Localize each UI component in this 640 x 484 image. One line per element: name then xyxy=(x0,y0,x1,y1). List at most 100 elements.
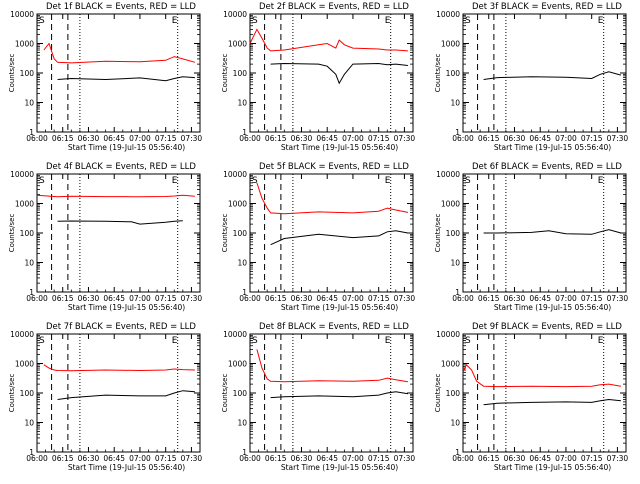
y-tick-label: 10 xyxy=(24,99,34,108)
end-marker: E xyxy=(172,16,178,26)
x-tick-label: 07:00 xyxy=(555,294,577,303)
y-tick-label: 10 xyxy=(237,419,247,428)
y-tick-label: 1000 xyxy=(228,200,247,209)
series-line-events xyxy=(57,390,195,400)
y-tick-label: 1 xyxy=(455,288,460,297)
start-marker: S xyxy=(465,176,471,186)
panel-title: Det 6f BLACK = Events, RED = LLD xyxy=(472,162,622,172)
series-line-events xyxy=(270,230,408,246)
y-tick-label: 10 xyxy=(237,259,247,268)
y-tick-label: 1000 xyxy=(441,200,460,209)
x-tick-label: 06:00 xyxy=(452,294,474,303)
x-axis-label: Start Time (19-Jul-15 05:56:40) xyxy=(68,463,185,472)
plot-frame xyxy=(462,13,627,133)
x-tick-label: 07:15 xyxy=(368,294,390,303)
start-marker: S xyxy=(39,16,45,26)
x-tick-label: 06:00 xyxy=(239,134,261,143)
y-tick-label: 10000 xyxy=(436,10,460,19)
y-tick-label: 10 xyxy=(24,259,34,268)
y-tick-label: 1000 xyxy=(15,360,34,369)
x-tick-label: 07:00 xyxy=(129,294,151,303)
y-tick-label: 1 xyxy=(242,128,247,137)
x-tick-label: 07:15 xyxy=(155,134,177,143)
x-tick-label: 07:00 xyxy=(342,294,364,303)
x-tick-label: 06:15 xyxy=(478,294,500,303)
series-line-lld xyxy=(462,363,621,388)
start-marker: S xyxy=(39,176,45,186)
x-tick-label: 06:00 xyxy=(26,134,48,143)
panel-title: Det 1f BLACK = Events, RED = LLD xyxy=(46,2,196,12)
x-tick-label: 07:00 xyxy=(129,454,151,463)
panel-title: Det 7f BLACK = Events, RED = LLD xyxy=(46,322,196,332)
plot-frame xyxy=(462,333,627,453)
end-marker: E xyxy=(598,176,604,186)
x-axis-label: Start Time (19-Jul-15 05:56:40) xyxy=(68,143,185,152)
x-tick-label: 07:00 xyxy=(555,134,577,143)
x-tick-label: 07:15 xyxy=(581,454,603,463)
end-marker: E xyxy=(385,336,391,346)
x-tick-label: 06:15 xyxy=(478,454,500,463)
x-tick-label: 07:15 xyxy=(581,294,603,303)
series-line-lld xyxy=(256,349,408,383)
panel-5: Det 5f BLACK = Events, RED = LLD 1 10 100 10… xyxy=(221,162,415,312)
panel-1: Det 1f BLACK = Events, RED = LLD 1 10 100 10… xyxy=(8,2,202,152)
panel-title: Det 9f BLACK = Events, RED = LLD xyxy=(472,322,622,332)
end-marker: E xyxy=(598,16,604,26)
y-tick-label: 10000 xyxy=(10,330,34,339)
start-marker: S xyxy=(252,336,258,346)
panel-9: Det 9f BLACK = Events, RED = LLD 1 10 100 10… xyxy=(434,322,628,472)
y-tick-label: 100 xyxy=(20,69,35,78)
x-tick-label: 06:00 xyxy=(239,454,261,463)
y-tick-label: 10000 xyxy=(223,330,247,339)
y-tick-label: 10 xyxy=(450,419,460,428)
x-tick-label: 06:45 xyxy=(316,454,338,463)
y-tick-label: 100 xyxy=(20,229,35,238)
start-marker: S xyxy=(252,176,258,186)
end-marker: E xyxy=(598,336,604,346)
panel-6: Det 6f BLACK = Events, RED = LLD 1 10 100 10… xyxy=(434,162,628,312)
y-tick-label: 1000 xyxy=(228,40,247,49)
x-tick-label: 06:30 xyxy=(291,454,313,463)
series-line-lld xyxy=(43,364,195,372)
x-tick-label: 06:30 xyxy=(291,134,313,143)
y-tick-label: 100 xyxy=(233,389,248,398)
y-axis-label: Counts/sec xyxy=(8,374,16,413)
x-tick-label: 07:30 xyxy=(394,134,416,143)
x-tick-label: 07:15 xyxy=(155,454,177,463)
x-axis-label: Start Time (19-Jul-15 05:56:40) xyxy=(494,303,611,312)
end-marker: E xyxy=(172,176,178,186)
y-tick-label: 100 xyxy=(446,69,461,78)
x-axis-label: Start Time (19-Jul-15 05:56:40) xyxy=(281,303,398,312)
x-tick-label: 06:15 xyxy=(265,454,287,463)
x-tick-label: 07:00 xyxy=(129,134,151,143)
x-tick-label: 07:30 xyxy=(181,454,203,463)
series-line-events xyxy=(483,71,622,80)
x-axis-label: Start Time (19-Jul-15 05:56:40) xyxy=(281,463,398,472)
x-tick-label: 07:00 xyxy=(555,454,577,463)
panel-title: Det 3f BLACK = Events, RED = LLD xyxy=(472,2,622,12)
y-tick-label: 100 xyxy=(233,69,248,78)
y-tick-label: 1 xyxy=(455,448,460,457)
series-line-events xyxy=(57,76,195,82)
x-tick-label: 06:45 xyxy=(103,454,125,463)
x-tick-label: 06:00 xyxy=(26,294,48,303)
y-tick-label: 10000 xyxy=(10,170,34,179)
x-tick-label: 07:30 xyxy=(607,134,629,143)
x-tick-label: 07:30 xyxy=(394,294,416,303)
y-axis-label: Counts/sec xyxy=(434,54,442,93)
x-tick-label: 07:00 xyxy=(342,454,364,463)
x-tick-label: 06:45 xyxy=(529,294,551,303)
series-line-events xyxy=(483,398,621,406)
panel-title: Det 8f BLACK = Events, RED = LLD xyxy=(259,322,409,332)
x-tick-label: 07:30 xyxy=(607,454,629,463)
plot-frame xyxy=(249,13,414,133)
panel-title: Det 2f BLACK = Events, RED = LLD xyxy=(259,2,409,12)
y-axis-label: Counts/sec xyxy=(434,214,442,253)
x-tick-label: 06:45 xyxy=(103,294,125,303)
x-tick-label: 07:30 xyxy=(607,294,629,303)
x-tick-label: 06:30 xyxy=(504,454,526,463)
x-tick-label: 06:15 xyxy=(52,294,74,303)
y-tick-label: 10000 xyxy=(223,10,247,19)
x-axis-label: Start Time (19-Jul-15 05:56:40) xyxy=(281,143,398,152)
